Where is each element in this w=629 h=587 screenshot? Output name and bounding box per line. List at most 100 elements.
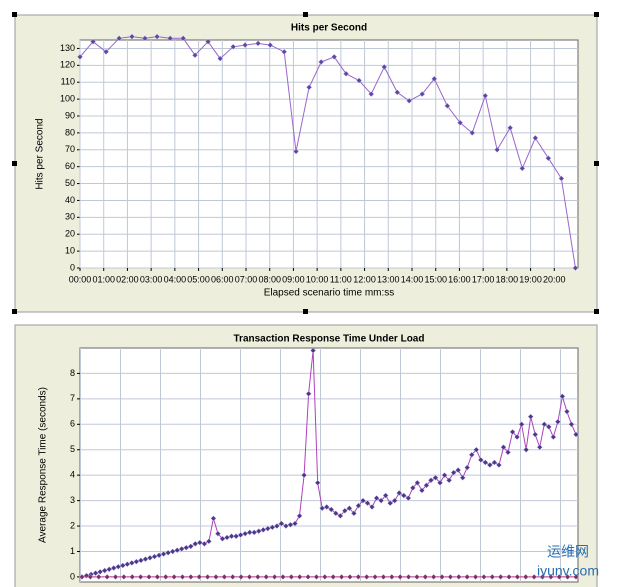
- data-point: [437, 479, 443, 486]
- data-point: [321, 573, 328, 580]
- data-point: [267, 42, 274, 49]
- data-point: [319, 505, 326, 512]
- y-tick-label: 8: [70, 368, 75, 378]
- data-point: [92, 570, 99, 577]
- data-point: [237, 531, 244, 538]
- data-point: [468, 451, 475, 458]
- data-point: [331, 53, 338, 60]
- data-point: [205, 38, 212, 45]
- data-point: [514, 434, 521, 440]
- data-point: [106, 566, 113, 573]
- data-point: [558, 175, 565, 182]
- watermark: iyunv.com: [537, 563, 599, 579]
- data-point: [523, 446, 530, 453]
- data-point: [104, 573, 111, 580]
- data-point: [459, 474, 466, 481]
- data-point: [187, 573, 194, 580]
- data-point: [129, 573, 136, 580]
- y-tick-label: 5: [70, 444, 75, 454]
- data-point: [273, 523, 280, 529]
- data-point: [288, 573, 295, 580]
- data-point: [406, 97, 413, 104]
- data-point: [373, 495, 380, 502]
- data-point: [205, 538, 212, 545]
- data-point: [573, 431, 579, 438]
- data-point: [128, 33, 135, 40]
- y-tick-label: 7: [70, 393, 75, 403]
- data-point: [196, 573, 203, 580]
- data-point: [337, 512, 344, 519]
- y-tick-label: 0: [70, 571, 75, 581]
- data-point: [464, 464, 471, 471]
- data-point: [573, 573, 579, 580]
- data-point: [545, 423, 552, 430]
- data-point: [472, 573, 479, 580]
- y-tick-label: 2: [70, 520, 75, 530]
- data-point: [269, 524, 276, 531]
- y-tick-label: 20: [65, 229, 75, 239]
- data-point: [318, 59, 325, 65]
- data-point: [306, 84, 313, 91]
- data-point: [431, 75, 438, 82]
- x-tick-label: 14:00: [401, 274, 424, 284]
- y-tick-label: 10: [65, 245, 75, 255]
- data-point: [151, 553, 158, 560]
- chart-title: Transaction Response Time Under Load: [234, 334, 425, 345]
- charts: Hits per Second Hits per Second Elapsed sc…: [35, 23, 579, 581]
- data-point: [518, 421, 525, 428]
- data-point: [110, 565, 117, 571]
- x-tick-label: 05:00: [187, 274, 210, 284]
- x-tick-label: 18:00: [496, 274, 519, 284]
- y-tick-label: 90: [65, 110, 75, 120]
- data-point: [539, 573, 546, 580]
- data-point: [450, 469, 457, 476]
- data-point: [500, 444, 507, 451]
- y-tick-label: 6: [70, 419, 75, 429]
- data-point: [568, 421, 575, 428]
- y-axis-label: Average Response Time (seconds): [38, 387, 49, 543]
- data-point: [413, 573, 420, 580]
- data-point: [165, 549, 172, 556]
- data-point: [360, 497, 366, 504]
- data-point: [292, 520, 298, 527]
- data-point: [541, 421, 548, 428]
- data-point: [246, 573, 253, 580]
- data-point: [169, 548, 176, 555]
- y-axis-label: Hits per Second: [35, 118, 46, 189]
- data-point: [489, 573, 496, 580]
- data-point: [396, 490, 403, 496]
- data-point: [394, 89, 401, 96]
- y-tick-label: 70: [65, 144, 75, 154]
- y-tick-label: 1: [70, 546, 75, 556]
- data-point: [174, 547, 181, 554]
- data-point: [341, 507, 348, 514]
- data-point: [506, 573, 512, 580]
- data-point: [422, 573, 429, 580]
- data-point: [87, 573, 94, 580]
- data-point: [179, 573, 186, 580]
- data-point: [187, 543, 194, 550]
- data-point: [391, 497, 398, 504]
- data-point: [183, 544, 190, 551]
- data-point: [382, 492, 389, 499]
- y-tick-label: 3: [70, 495, 75, 505]
- data-point: [228, 533, 235, 540]
- data-point: [328, 506, 335, 513]
- data-point: [217, 55, 224, 62]
- x-tick-label: 06:00: [211, 274, 234, 284]
- data-point: [482, 459, 489, 466]
- x-tick-label: 20:00: [543, 274, 566, 284]
- data-point: [128, 559, 135, 566]
- x-tick-label: 02:00: [116, 274, 139, 284]
- x-tick-label: 10:00: [306, 274, 329, 284]
- selection-handles: [12, 12, 599, 314]
- data-point: [409, 484, 416, 491]
- grid: [80, 348, 578, 582]
- data-point: [455, 573, 462, 580]
- data-point: [405, 573, 412, 580]
- data-point: [482, 92, 489, 99]
- data-point: [545, 155, 552, 162]
- data-point: [444, 102, 451, 109]
- data-point: [418, 487, 425, 494]
- data-point: [210, 515, 217, 522]
